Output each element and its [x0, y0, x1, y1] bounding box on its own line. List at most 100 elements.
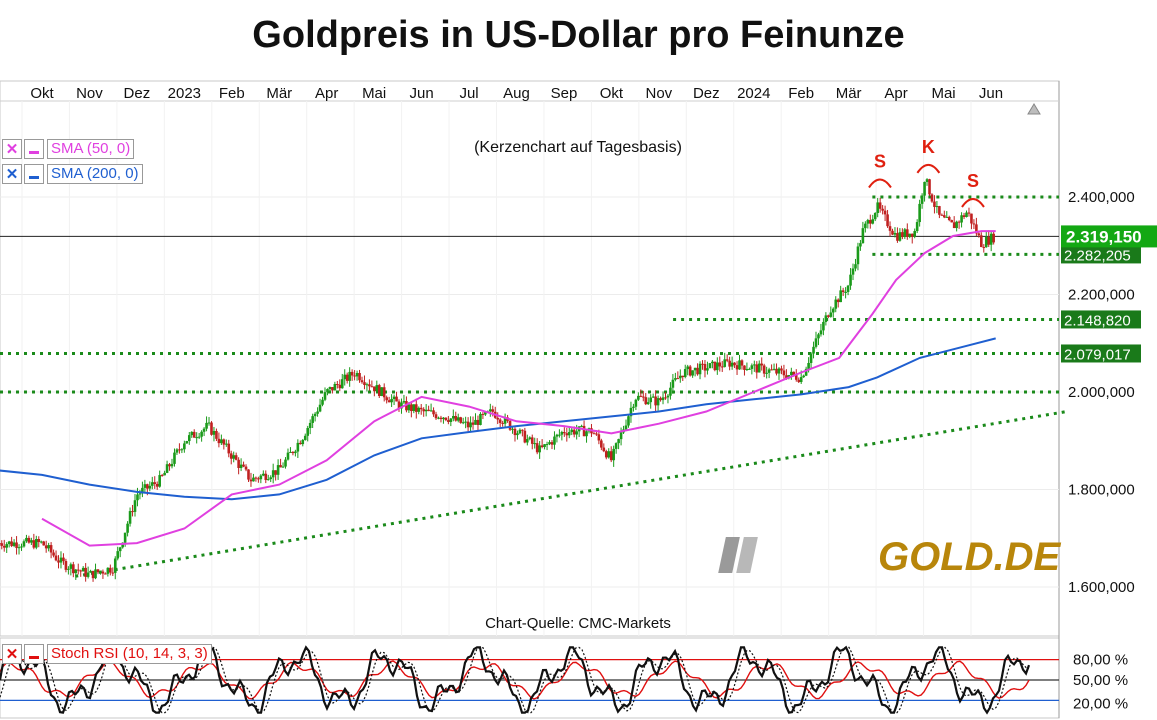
candle-body — [498, 419, 502, 423]
candle-body — [856, 246, 860, 265]
candle-body — [242, 464, 245, 467]
candle-body — [197, 436, 201, 438]
line-style-icon[interactable] — [24, 644, 44, 664]
line-style-icon[interactable] — [24, 164, 44, 184]
candle-body — [639, 395, 643, 397]
candle-body — [614, 443, 618, 449]
legend-stoch-rsi[interactable]: ✕ Stoch RSI (10, 14, 3, 3) — [2, 644, 212, 664]
candle-body — [762, 365, 766, 374]
candle-body — [392, 396, 396, 399]
candle-body — [59, 557, 63, 563]
candle-body — [883, 210, 887, 215]
candle-body — [469, 422, 472, 428]
candle-body — [962, 215, 966, 218]
candle-body — [202, 428, 206, 432]
candle-body — [481, 413, 485, 415]
candle-body — [187, 435, 191, 442]
candle-body — [580, 425, 583, 427]
candle-body — [64, 561, 68, 570]
candle-body — [563, 432, 566, 434]
remove-icon[interactable]: ✕ — [2, 164, 22, 184]
candle-body — [84, 567, 87, 577]
chart-source: Chart-Quelle: CMC-Markets — [485, 615, 671, 632]
candle-body — [444, 417, 448, 421]
candle-body — [5, 544, 8, 548]
candle-body — [360, 380, 364, 383]
candle-body — [249, 479, 253, 482]
candle-body — [57, 560, 60, 563]
candle-body — [370, 386, 374, 388]
x-tick-label: Okt — [30, 85, 54, 102]
candle-body — [989, 233, 993, 245]
main-pane-bg — [0, 80, 1060, 637]
candle-body — [321, 399, 324, 405]
legend-sma50[interactable]: ✕ SMA (50, 0) — [2, 139, 135, 159]
candle-body — [822, 321, 825, 331]
legend-label-sma200: SMA (200, 0) — [47, 164, 143, 184]
y-tick-label: 2.000,000 — [1068, 384, 1135, 401]
candle-body — [641, 396, 645, 398]
scroll-up-icon[interactable] — [1027, 103, 1041, 115]
candle-body — [146, 484, 149, 489]
candle-body — [22, 541, 26, 547]
candle-body — [706, 368, 709, 371]
candle-body — [81, 567, 85, 572]
candle-body — [910, 233, 914, 237]
candle-body — [286, 452, 290, 460]
candle-body — [136, 494, 139, 501]
candle-body — [414, 404, 418, 412]
remove-icon[interactable]: ✕ — [2, 644, 22, 664]
candle-body — [617, 439, 620, 444]
candle-body — [886, 214, 889, 227]
candle-body — [711, 361, 714, 364]
candle-body — [113, 558, 117, 573]
candle-body — [674, 378, 677, 380]
candle-body — [708, 363, 712, 369]
candle-body — [27, 537, 31, 543]
candle-body — [380, 387, 384, 396]
candle-body — [412, 404, 416, 412]
candle-body — [701, 363, 704, 365]
candle-body — [698, 363, 702, 375]
candle-body — [368, 384, 371, 387]
candle-body — [447, 420, 450, 422]
candle-body — [851, 268, 855, 275]
candle-body — [348, 371, 351, 381]
candle-body — [790, 371, 793, 376]
candle-body — [395, 396, 398, 402]
candle-body — [227, 443, 231, 454]
candle-body — [244, 466, 248, 470]
candle-body — [385, 397, 388, 401]
candle-body — [269, 477, 273, 480]
candle-body — [965, 212, 968, 218]
x-tick-label: Mai — [362, 85, 386, 102]
candle-body — [94, 569, 97, 579]
candle-body — [582, 425, 586, 437]
candle-body — [410, 404, 413, 412]
candle-body — [597, 434, 601, 441]
candle-body — [713, 361, 717, 371]
candle-body — [49, 545, 53, 553]
candle-body — [91, 570, 95, 579]
candle-body — [511, 428, 514, 430]
candle-body — [52, 552, 55, 556]
line-style-icon[interactable] — [24, 139, 44, 159]
candle-body — [846, 285, 850, 292]
current-price-label: 2.319,150 — [1066, 227, 1142, 246]
candle-body — [930, 194, 934, 202]
candle-body — [397, 401, 401, 409]
candle-body — [419, 407, 423, 410]
candle-body — [750, 365, 754, 369]
candle-body — [824, 315, 828, 322]
candle-body — [651, 396, 655, 398]
candle-body — [814, 338, 818, 347]
x-tick-label: Apr — [884, 85, 907, 102]
candle-body — [338, 384, 342, 389]
candle-body — [32, 540, 36, 548]
legend-sma200[interactable]: ✕ SMA (200, 0) — [2, 164, 143, 184]
candle-body — [725, 359, 729, 361]
candle-body — [353, 375, 356, 377]
candle-body — [429, 410, 433, 412]
remove-icon[interactable]: ✕ — [2, 139, 22, 159]
